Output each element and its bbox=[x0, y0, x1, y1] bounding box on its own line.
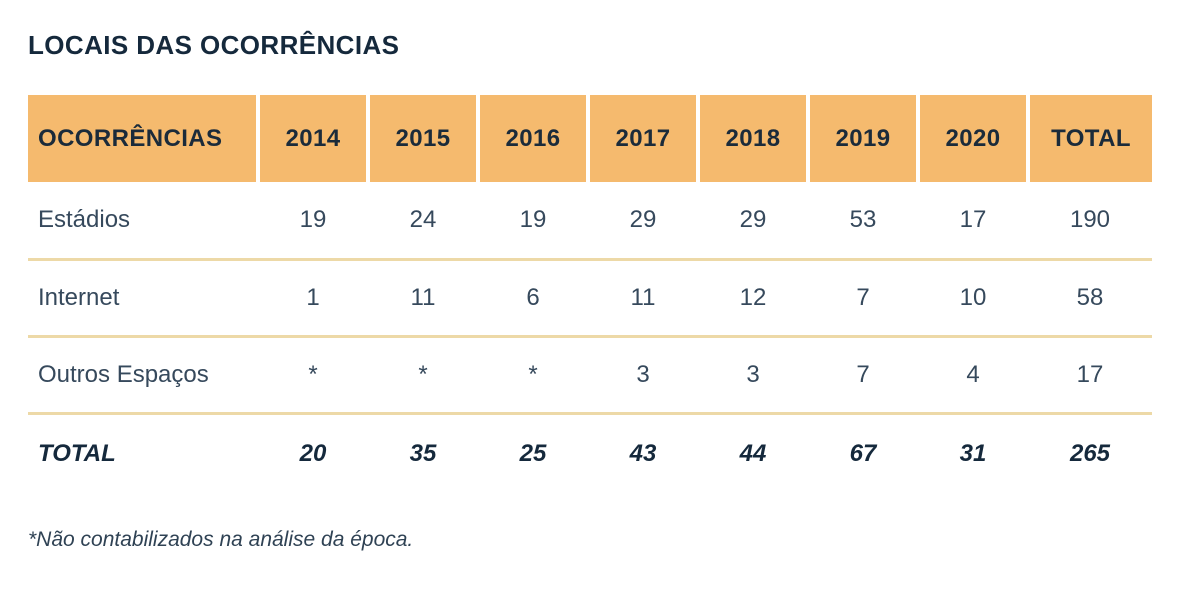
cell-value: 6 bbox=[526, 283, 540, 311]
cell-value: 31 bbox=[959, 439, 987, 467]
cell-value: 43 bbox=[629, 439, 657, 467]
footnote: *Não contabilizados na análise da época. bbox=[28, 528, 414, 551]
row-label: Estádios bbox=[38, 205, 131, 233]
cell-value: 35 bbox=[409, 439, 437, 467]
cell-value: 1 bbox=[306, 283, 320, 311]
cell-value: 29 bbox=[629, 205, 657, 233]
occurrences-table: OCORRÊNCIAS 2014 2015 2016 2017 2018 201… bbox=[28, 95, 1152, 493]
cell-value: 24 bbox=[409, 205, 437, 233]
header-cell-2017: 2017 bbox=[588, 95, 700, 182]
cell-value: 19 bbox=[519, 205, 547, 233]
page-title: LOCAIS DAS OCORRÊNCIAS bbox=[28, 30, 400, 60]
cell-value: 44 bbox=[739, 439, 767, 467]
row-label: Outros Espaços bbox=[38, 360, 209, 388]
cell-value: 10 bbox=[959, 283, 987, 311]
cell-value: 17 bbox=[1076, 360, 1104, 388]
cell-value: 4 bbox=[966, 360, 980, 388]
cell-value: * bbox=[418, 360, 428, 388]
header-cell-2014: 2014 bbox=[258, 95, 370, 182]
cell-value: 53 bbox=[849, 205, 877, 233]
table-row-estadios: Estádios 19 24 19 29 29 53 17 190 bbox=[28, 182, 1152, 259]
cell-value: 3 bbox=[636, 360, 650, 388]
row-label: TOTAL bbox=[38, 439, 116, 467]
table-row-total: TOTAL 20 35 25 43 44 67 31 265 bbox=[28, 413, 1152, 493]
cell-value: 20 bbox=[299, 439, 327, 467]
cell-value: 19 bbox=[299, 205, 327, 233]
header-cell-ocorrencias: OCORRÊNCIAS bbox=[28, 95, 260, 182]
cell-value: 12 bbox=[739, 283, 767, 311]
header-cell-2016: 2016 bbox=[478, 95, 590, 182]
cell-value: 3 bbox=[746, 360, 760, 388]
cell-value: 265 bbox=[1069, 439, 1111, 467]
header-cell-2020: 2020 bbox=[918, 95, 1030, 182]
cell-value: 11 bbox=[630, 283, 656, 311]
cell-value: 58 bbox=[1076, 283, 1104, 311]
header-cell-2018: 2018 bbox=[698, 95, 810, 182]
cell-value: 190 bbox=[1069, 205, 1111, 233]
header-cell-2019: 2019 bbox=[808, 95, 920, 182]
cell-value: 7 bbox=[856, 360, 870, 388]
table-row-internet: Internet 1 11 6 11 12 7 10 58 bbox=[28, 259, 1152, 336]
cell-value: 67 bbox=[849, 439, 877, 467]
cell-value: * bbox=[528, 360, 538, 388]
header-cell-2015: 2015 bbox=[368, 95, 480, 182]
cell-value: 25 bbox=[519, 439, 547, 467]
table-header-row: OCORRÊNCIAS 2014 2015 2016 2017 2018 201… bbox=[28, 95, 1152, 182]
row-label: Internet bbox=[38, 283, 120, 311]
cell-value: * bbox=[308, 360, 318, 388]
cell-value: 7 bbox=[856, 283, 870, 311]
header-cell-total: TOTAL bbox=[1028, 95, 1152, 182]
cell-value: 17 bbox=[959, 205, 987, 233]
cell-value: 11 bbox=[410, 283, 436, 311]
cell-value: 29 bbox=[739, 205, 767, 233]
table-row-outros-espacos: Outros Espaços * * * 3 3 7 4 17 bbox=[28, 336, 1152, 413]
